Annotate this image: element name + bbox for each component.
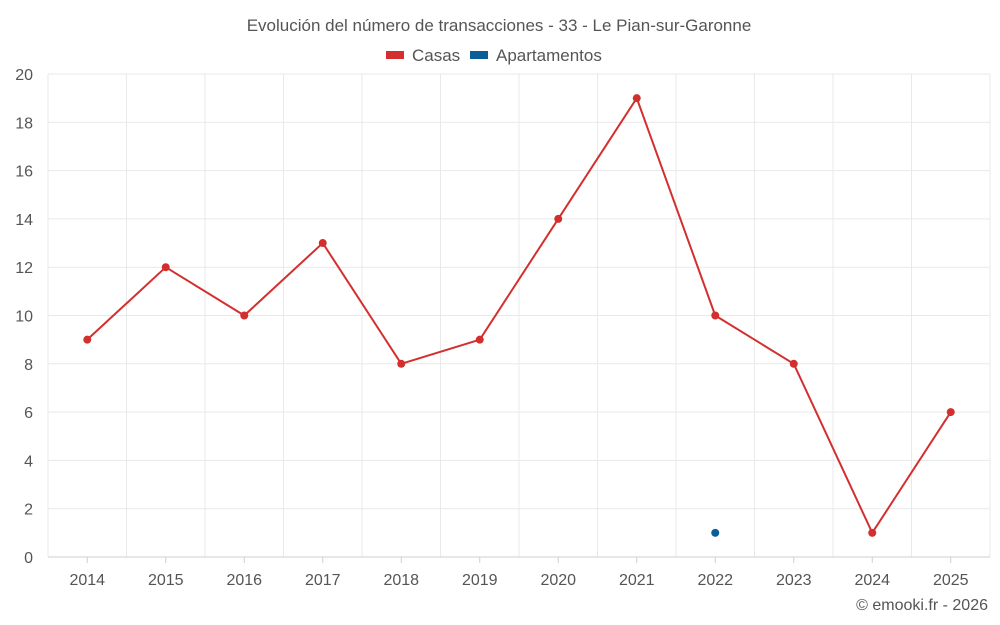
chart-title: Evolución del número de transacciones - … [247, 16, 752, 35]
y-tick-label: 14 [15, 212, 33, 229]
data-point-casas[interactable] [946, 408, 955, 417]
x-tick-label: 2025 [933, 572, 969, 589]
legend: Casas Apartamentos [386, 46, 602, 65]
x-tick-label: 2024 [854, 572, 890, 589]
x-tick-label: 2018 [383, 572, 419, 589]
legend-item-casas[interactable]: Casas [386, 46, 460, 65]
y-tick-label: 6 [24, 405, 33, 422]
series [83, 94, 955, 537]
credit-text: © emooki.fr - 2026 [856, 597, 988, 614]
y-tick-label: 4 [24, 453, 33, 470]
y-tick-label: 2 [24, 502, 33, 519]
x-tick-label: 2019 [462, 572, 498, 589]
data-point-casas[interactable] [318, 239, 327, 248]
legend-label-casas: Casas [412, 46, 460, 65]
grid [47, 73, 991, 557]
y-tick-label: 20 [15, 67, 33, 84]
y-tick-label: 8 [24, 357, 33, 374]
legend-swatch-apartamentos [470, 51, 488, 59]
x-tick-label: 2022 [697, 572, 733, 589]
y-tick-label: 10 [15, 309, 33, 326]
x-tick-label: 2016 [226, 572, 262, 589]
legend-swatch-casas [386, 51, 404, 59]
legend-label-apartamentos: Apartamentos [496, 46, 602, 65]
data-point-casas[interactable] [711, 311, 720, 320]
x-tick-label: 2017 [305, 572, 341, 589]
x-tick-label: 2021 [619, 572, 655, 589]
data-point-casas[interactable] [161, 263, 170, 272]
x-tick-label: 2023 [776, 572, 812, 589]
series-line-casas [86, 97, 952, 534]
data-point-casas[interactable] [397, 359, 406, 368]
data-point-casas[interactable] [475, 335, 484, 344]
x-tick-label: 2020 [540, 572, 576, 589]
y-tick-label: 18 [15, 115, 33, 132]
legend-item-apartamentos[interactable]: Apartamentos [470, 46, 602, 65]
data-point-casas[interactable] [554, 214, 563, 223]
data-point-casas[interactable] [632, 94, 641, 103]
data-point-casas[interactable] [240, 311, 249, 320]
data-point-apartamentos[interactable] [711, 528, 720, 537]
data-point-casas[interactable] [789, 359, 798, 368]
y-tick-label: 16 [15, 164, 33, 181]
y-tick-label: 12 [15, 260, 33, 277]
y-tick-label: 0 [24, 550, 33, 567]
x-tick-label: 2015 [148, 572, 184, 589]
x-tick-label: 2014 [69, 572, 105, 589]
data-point-casas[interactable] [83, 335, 92, 344]
axes: 0 2 4 6 8 10 12 14 16 18 20 2014 2015 2016 2017 2018 201… [15, 67, 990, 589]
data-point-casas[interactable] [868, 528, 877, 537]
